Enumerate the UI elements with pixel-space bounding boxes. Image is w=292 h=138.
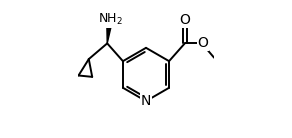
Text: O: O	[179, 13, 190, 27]
Polygon shape	[107, 23, 112, 43]
Text: N: N	[141, 94, 151, 108]
Text: NH$_2$: NH$_2$	[98, 12, 123, 27]
Text: O: O	[197, 36, 208, 50]
